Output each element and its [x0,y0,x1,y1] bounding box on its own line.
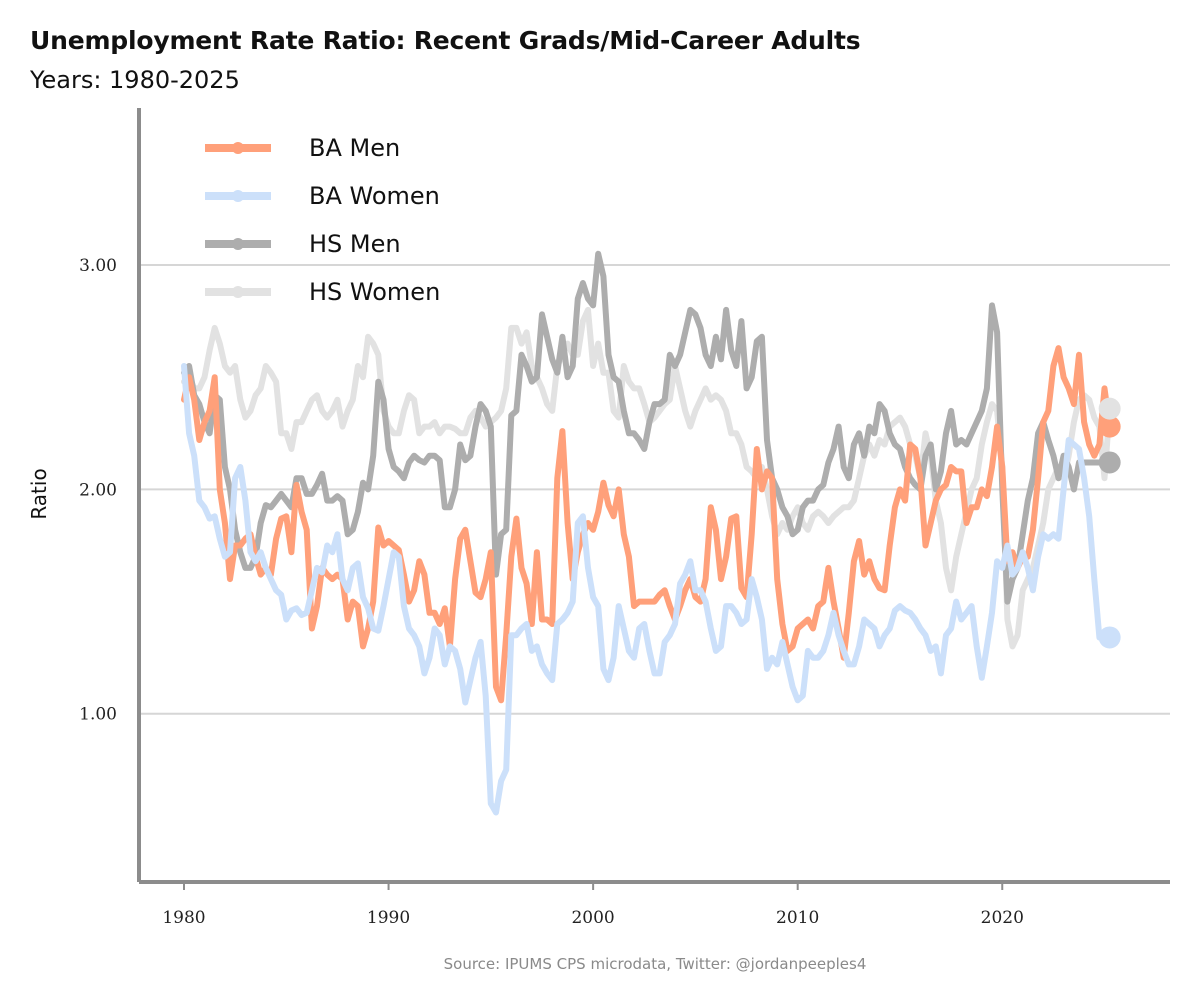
series-endpoint-ba-women [1098,626,1121,649]
chart-title: Unemployment Rate Ratio: Recent Grads/Mi… [30,26,861,55]
gridlines [139,264,1170,715]
legend-label-ba-women: BA Women [309,182,440,210]
series-line-hs-men [181,250,1113,605]
series-line-ba-women [181,363,1113,816]
legend-label-ba-men: BA Men [309,134,400,162]
series-line-ba-men [181,345,1113,704]
legend-label-hs-women: HS Women [309,278,440,306]
legend-marker-ba-men [232,142,244,154]
legend-marker-hs-men [232,238,244,250]
y-tick-label: 2.00 [79,480,117,500]
x-tick-label: 2000 [571,908,614,928]
x-tick-label: 2020 [981,908,1024,928]
series-endpoint-ba-men [1098,415,1121,438]
axis-ticks: 1.00 2.00 3.00 1980 1990 2000 2010 2020 [79,256,1024,928]
legend-marker-hs-women [232,286,244,298]
source-caption: Source: IPUMS CPS microdata, Twitter: @j… [444,955,867,973]
series-endpoint-hs-women [1098,397,1121,420]
y-axis-title: Ratio [27,468,51,519]
y-tick-label: 3.00 [79,256,117,276]
legend-label-hs-men: HS Men [309,230,401,258]
series-lines [181,250,1121,816]
series-line-hs-women [181,306,1113,650]
legend: BA Men BA Women HS Men HS Women [205,134,440,306]
series-endpoint-hs-men [1098,451,1121,474]
x-tick-label: 1990 [367,908,410,928]
x-tick-label: 2010 [776,908,819,928]
x-tick-label: 1980 [162,908,205,928]
legend-marker-ba-women [232,190,244,202]
chart-subtitle: Years: 1980-2025 [30,66,240,94]
axes [137,108,1170,884]
y-tick-label: 1.00 [79,705,117,725]
